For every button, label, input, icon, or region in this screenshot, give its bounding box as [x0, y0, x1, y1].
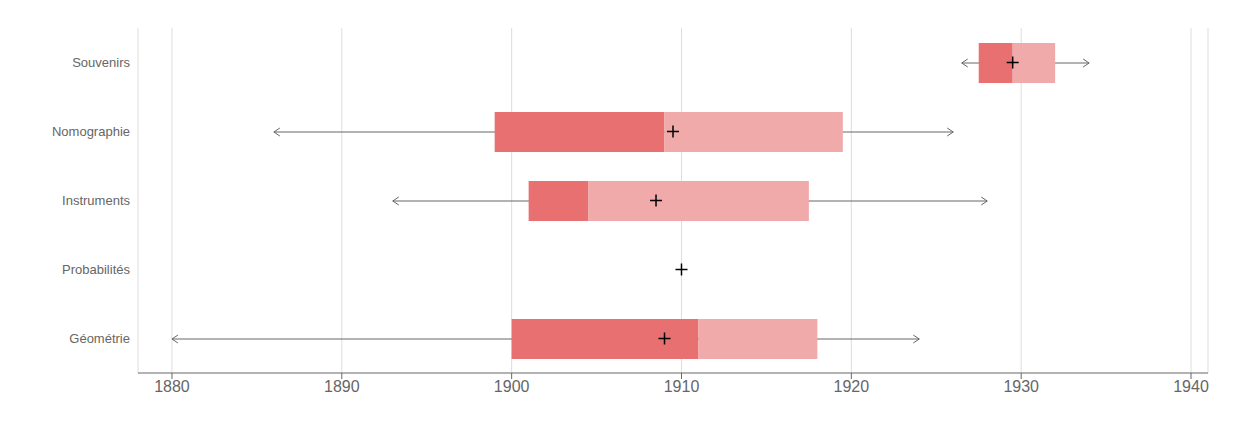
svg-text:1930: 1930 — [1003, 378, 1039, 395]
svg-text:Souvenirs: Souvenirs — [72, 55, 130, 70]
svg-text:1900: 1900 — [494, 378, 530, 395]
svg-text:1940: 1940 — [1173, 378, 1209, 395]
svg-text:Géométrie: Géométrie — [69, 331, 130, 346]
svg-text:Instruments: Instruments — [62, 193, 130, 208]
svg-text:1920: 1920 — [834, 378, 870, 395]
svg-text:Nomographie: Nomographie — [52, 124, 130, 139]
svg-text:1910: 1910 — [664, 378, 700, 395]
svg-text:1880: 1880 — [154, 378, 190, 395]
svg-text:Probabilités: Probabilités — [62, 262, 130, 277]
svg-text:1890: 1890 — [324, 378, 360, 395]
